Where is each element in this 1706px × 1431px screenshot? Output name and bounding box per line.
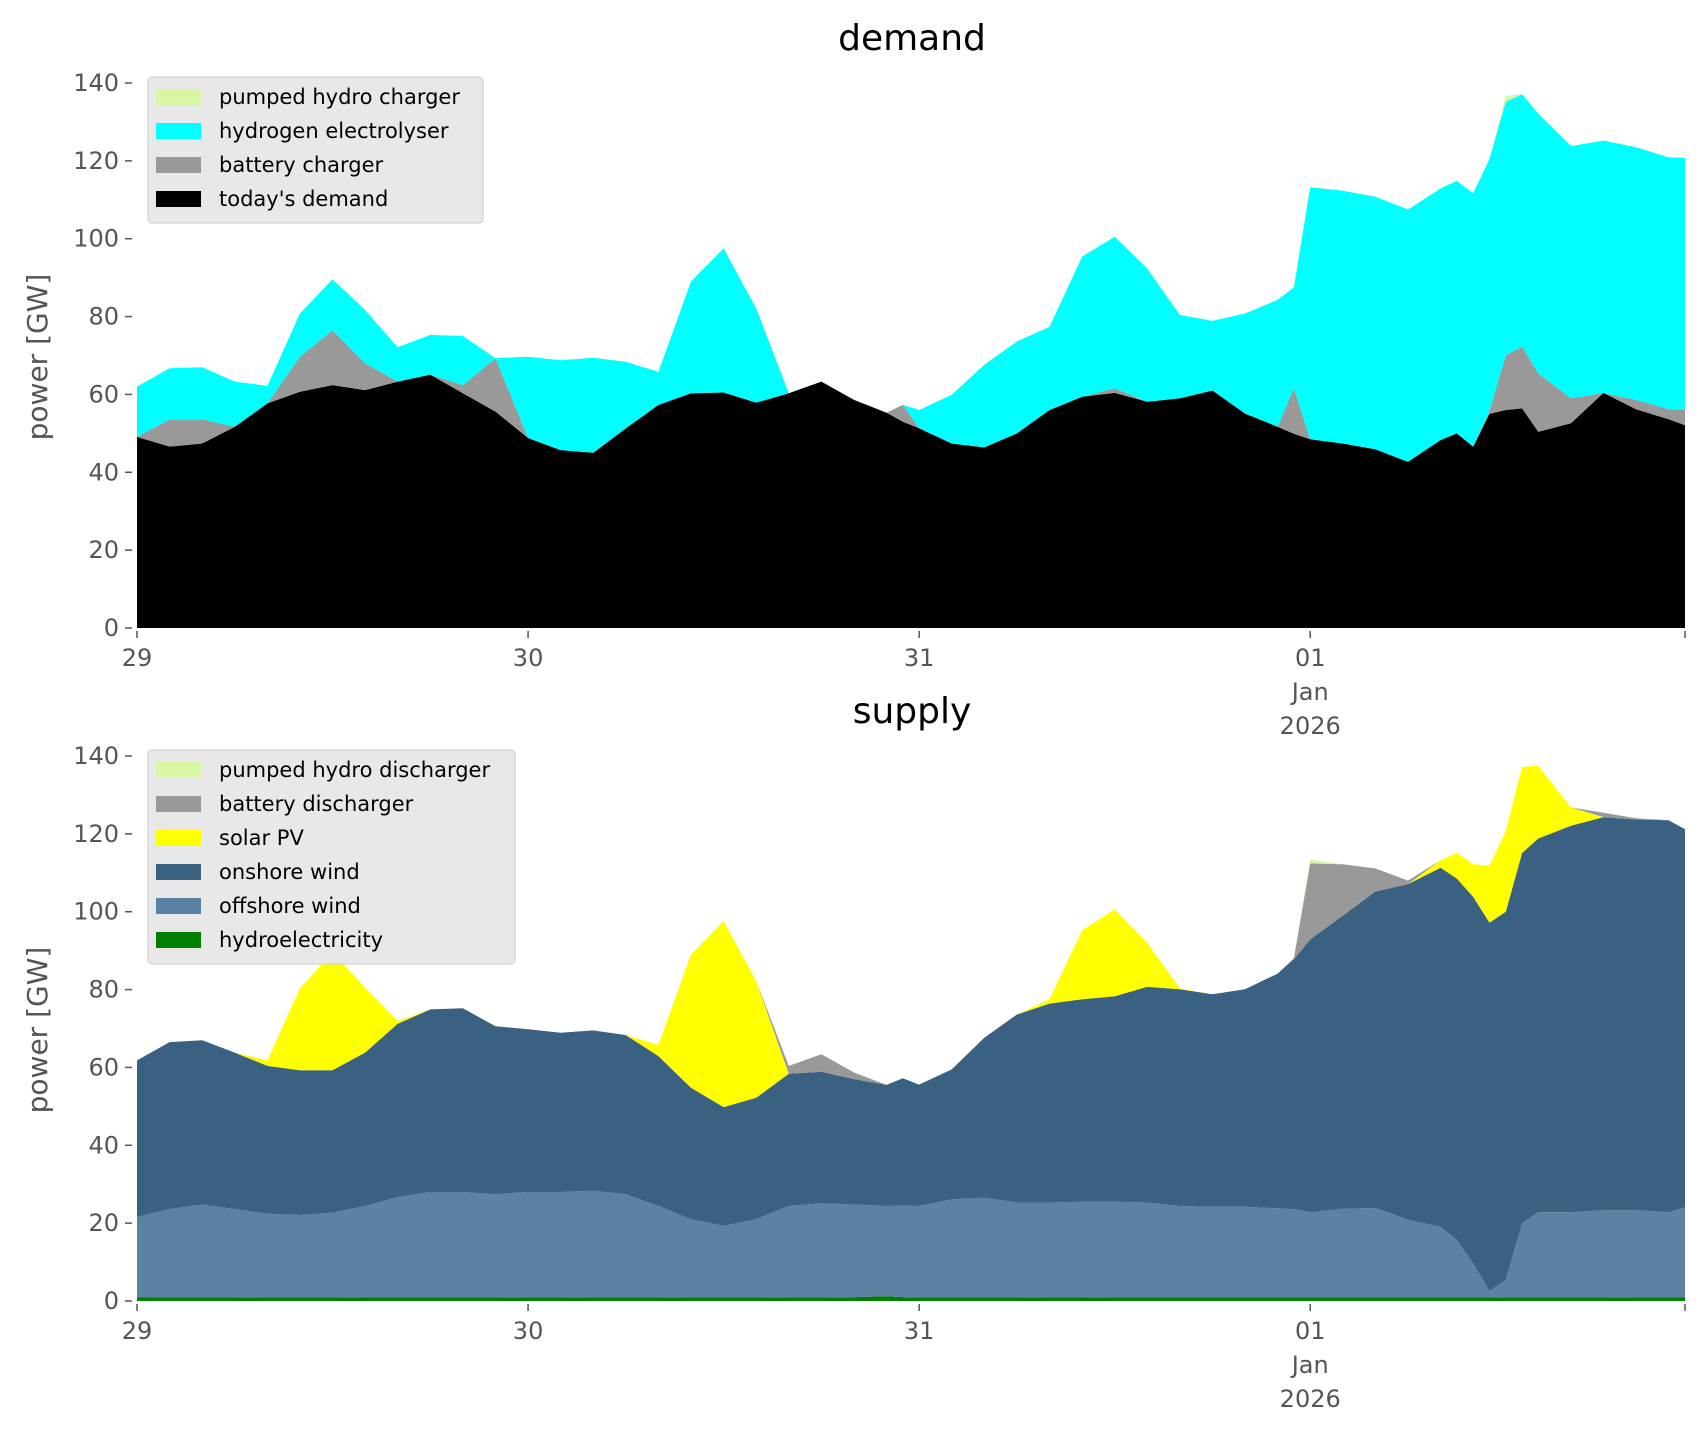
y-axis-label: power [GW] (21, 274, 54, 441)
x-tick-label: 31 (904, 644, 935, 672)
legend-swatch-pumped-hydro-discharger (156, 762, 201, 778)
legend: pumped hydro discharger battery discharge… (147, 749, 516, 965)
y-tick-label: 100 (73, 225, 119, 253)
y-tick-label: 100 (73, 898, 119, 926)
y-tick-label: 40 (88, 458, 119, 486)
y-tick-label: 120 (73, 820, 119, 848)
legend-swatch-onshore-wind (156, 864, 201, 880)
chart-title: supply (853, 691, 972, 732)
legend-label-battery-discharger: battery discharger (219, 792, 414, 816)
y-tick-label: 120 (73, 147, 119, 175)
area-hydroelectricity (137, 1296, 1685, 1301)
legend-swatch-solar-pv (156, 830, 201, 846)
x-ticks: 29 30 31 01 Jan 2026 (122, 631, 1686, 740)
legend-label-solar-pv: solar PV (219, 826, 304, 850)
area-layers (137, 94, 1685, 628)
supply-panel: supply power [GW] 0 20 40 60 80 100 120 140 29 3… (21, 691, 1686, 1413)
x-tick-label: Jan (1290, 1351, 1329, 1379)
legend-box (147, 749, 516, 965)
legend-label-onshore-wind: onshore wind (219, 860, 360, 884)
y-tick-label: 140 (73, 742, 119, 770)
y-tick-label: 20 (88, 1209, 119, 1237)
y-tick-label: 20 (88, 536, 119, 564)
legend-label-battery-charger: battery charger (219, 153, 384, 177)
x-tick-label: 29 (122, 644, 153, 672)
x-tick-label: 2026 (1280, 712, 1341, 740)
y-tick-label: 0 (104, 1287, 119, 1315)
y-tick-label: 40 (88, 1131, 119, 1159)
x-tick-label: Jan (1290, 678, 1329, 706)
legend: pumped hydro charger hydrogen electrolyse… (147, 76, 484, 224)
legend-label-hydroelectricity: hydroelectricity (219, 928, 383, 952)
y-axis-label: power [GW] (21, 947, 54, 1114)
area-layers (137, 765, 1685, 1301)
demand-panel: demand power [GW] 0 20 40 60 80 100 120 140 29 3… (21, 18, 1686, 740)
y-ticks: 0 20 40 60 80 100 120 140 (73, 742, 132, 1315)
legend-label-pumped-hydro-charger: pumped hydro charger (219, 85, 460, 109)
legend-label-pumped-hydro-discharger: pumped hydro discharger (219, 758, 490, 782)
y-tick-label: 140 (73, 69, 119, 97)
x-tick-label: 31 (904, 1317, 935, 1345)
legend-swatch-hydrogen-electrolyser (156, 123, 201, 139)
legend-label-today-s-demand: today's demand (219, 187, 388, 211)
area-battery-charger (137, 330, 1685, 462)
y-tick-label: 80 (88, 303, 119, 331)
area-offshore-wind (137, 1190, 1685, 1298)
legend-swatch-offshore-wind (156, 898, 201, 914)
legend-swatch-hydroelectricity (156, 932, 201, 948)
y-tick-label: 60 (88, 1053, 119, 1081)
legend-box (147, 76, 484, 224)
x-tick-label: 01 (1295, 644, 1326, 672)
area-hydrogen-electrolyser (137, 94, 1685, 462)
y-tick-label: 80 (88, 976, 119, 1004)
x-tick-label: 29 (122, 1317, 153, 1345)
chart-title: demand (838, 18, 986, 59)
area-onshore-wind (137, 817, 1685, 1291)
legend-label-offshore-wind: offshore wind (219, 894, 361, 918)
x-tick-label: 01 (1295, 1317, 1326, 1345)
legend-swatch-pumped-hydro-charger (156, 89, 201, 105)
legend-swatch-battery-charger (156, 157, 201, 173)
legend-swatch-today-s-demand (156, 191, 201, 207)
legend-label-hydrogen-electrolyser: hydrogen electrolyser (219, 119, 449, 143)
x-tick-label: 30 (513, 1317, 544, 1345)
area-today-s-demand (137, 374, 1685, 628)
area-solar-pv (137, 765, 1685, 1108)
legend-swatch-battery-discharger (156, 796, 201, 812)
x-ticks: 29 30 31 01 Jan 2026 (122, 1304, 1686, 1413)
y-tick-label: 60 (88, 380, 119, 408)
y-ticks: 0 20 40 60 80 100 120 140 (73, 69, 132, 642)
y-tick-label: 0 (104, 614, 119, 642)
x-tick-label: 2026 (1280, 1385, 1341, 1413)
x-tick-label: 30 (513, 644, 544, 672)
